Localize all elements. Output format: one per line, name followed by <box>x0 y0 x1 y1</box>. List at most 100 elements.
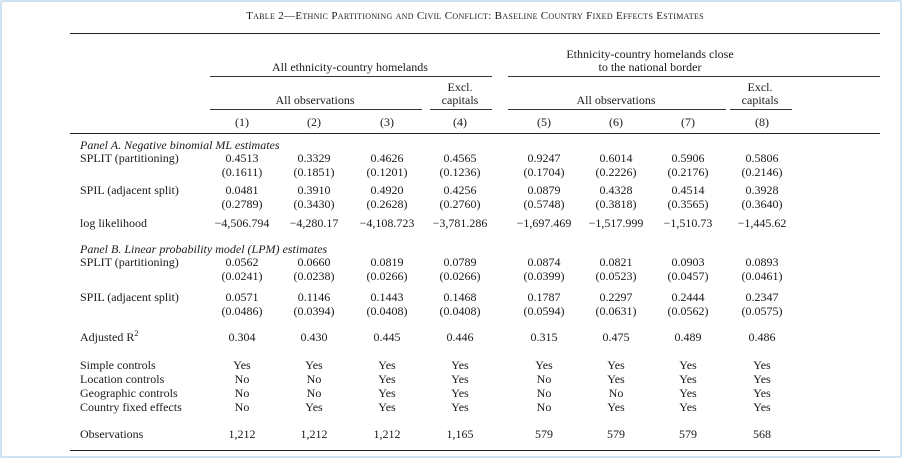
top-rule <box>70 33 880 34</box>
table-cell: Yes <box>378 358 396 372</box>
table-cell: 0.1787 <box>527 290 561 304</box>
table-cell: 0.2444 <box>671 290 705 304</box>
col-number: (7) <box>681 115 695 129</box>
table-cell-se: (0.0238) <box>293 269 335 283</box>
table-cell: −1,517.999 <box>588 216 644 230</box>
table-cell: 0.486 <box>748 330 776 344</box>
table-cell-se: (0.1704) <box>523 165 565 179</box>
table-cell: Yes <box>753 372 771 386</box>
table-cell: 0.4514 <box>671 183 705 197</box>
col-number: (2) <box>307 115 321 129</box>
row-label-observations: Observations <box>80 427 144 441</box>
row-label-simple-controls: Simple controls <box>80 358 156 372</box>
table-cell: 579 <box>679 427 697 441</box>
table-cell-se: (0.1611) <box>221 165 263 179</box>
table-cell: 0.0562 <box>225 255 259 269</box>
table-cell: 0.315 <box>530 330 558 344</box>
table-cell-se: (0.0266) <box>366 269 408 283</box>
adjr2-superscript: 2 <box>134 329 139 338</box>
table-cell-se: (0.0594) <box>523 304 565 318</box>
table-cell: 568 <box>753 427 771 441</box>
table-cell-se: (0.2226) <box>595 165 637 179</box>
col-number: (1) <box>235 115 249 129</box>
table-cell: No <box>234 372 250 386</box>
table-cell: −1,697.469 <box>516 216 572 230</box>
table-cell: 0.446 <box>446 330 474 344</box>
table-cell-se: (0.3565) <box>667 197 709 211</box>
header-group2-line1: Ethnicity-country homelands close <box>566 47 734 61</box>
table-cell: 0.1468 <box>443 290 477 304</box>
row-label-location-controls: Location controls <box>80 372 165 386</box>
table-cell-se: (0.2760) <box>439 197 481 211</box>
table-title-text: Table 2—Ethnic Partitioning and Civil Co… <box>246 10 704 22</box>
row-label-country-fe: Country fixed effects <box>80 400 182 414</box>
col-number: (5) <box>537 115 551 129</box>
all-obs-rule-1 <box>210 109 422 110</box>
table-cell: 0.4328 <box>599 183 633 197</box>
row-label-loglik: log likelihood <box>80 216 147 230</box>
table-cell: 0.445 <box>373 330 401 344</box>
table-cell-se: (0.2176) <box>667 165 709 179</box>
table-cell: 0.1146 <box>297 290 331 304</box>
table-cell: Yes <box>607 400 625 414</box>
table-cell-se: (0.2789) <box>221 197 263 211</box>
table-cell: 0.2347 <box>745 290 779 304</box>
table-cell: 0.0481 <box>225 183 259 197</box>
group1-rule <box>210 76 492 77</box>
col-number: (8) <box>755 115 769 129</box>
table-cell: Yes <box>607 372 625 386</box>
table-cell: Yes <box>378 400 396 414</box>
table-cell: −3,781.286 <box>432 216 488 230</box>
table-cell: −4,108.723 <box>359 216 415 230</box>
table-cell-se: (0.0266) <box>439 269 481 283</box>
table-cell: 0.430 <box>300 330 328 344</box>
table-cell-se: (0.1236) <box>439 165 481 179</box>
table-cell-se: (0.0457) <box>667 269 709 283</box>
table-cell: No <box>608 386 624 400</box>
table-cell: −1,445.62 <box>737 216 787 230</box>
all-obs-rule-2 <box>508 109 726 110</box>
table-cell-se: (0.0631) <box>595 304 637 318</box>
table-cell: Yes <box>451 358 469 372</box>
table-cell: 0.304 <box>228 330 256 344</box>
table-cell: 0.0903 <box>671 255 705 269</box>
table-cell: 0.4920 <box>370 183 404 197</box>
table-cell: 0.4626 <box>370 151 404 165</box>
table-cell: 0.3928 <box>745 183 779 197</box>
table-cell: 0.2297 <box>599 290 633 304</box>
table-cell: 0.0571 <box>225 290 259 304</box>
table-cell-se: (0.3640) <box>741 197 783 211</box>
col-number: (4) <box>453 115 467 129</box>
table-cell: 579 <box>607 427 625 441</box>
table-cell: 1,212 <box>373 427 401 441</box>
table-cell: Yes <box>378 386 396 400</box>
table-cell: 0.0819 <box>370 255 404 269</box>
table-cell: 0.3910 <box>297 183 331 197</box>
header-group2-line2: to the national border <box>598 60 702 74</box>
table-cell: Yes <box>753 386 771 400</box>
table-cell: 0.4565 <box>443 151 477 165</box>
header-excl-1: Excl. <box>447 80 473 94</box>
table-cell: 579 <box>535 427 553 441</box>
table-cell: Yes <box>378 372 396 386</box>
table-cell: 0.0893 <box>745 255 779 269</box>
table-cell-se: (0.0523) <box>595 269 637 283</box>
table-cell: 1,212 <box>228 427 256 441</box>
table-cell: No <box>306 372 322 386</box>
table-cell: 1,165 <box>446 427 474 441</box>
table-cell: 0.0660 <box>297 255 331 269</box>
table-cell-se: (0.2146) <box>741 165 783 179</box>
table-cell: No <box>234 400 250 414</box>
header-capitals-1: capitals <box>441 93 479 107</box>
table-cell-se: (0.0486) <box>221 304 263 318</box>
table-cell: Yes <box>753 400 771 414</box>
table-cell: 0.475 <box>602 330 630 344</box>
row-label-spil-b: SPIL (adjacent split) <box>80 290 179 304</box>
table-cell: No <box>536 386 552 400</box>
table-cell: Yes <box>679 358 697 372</box>
table-cell: Yes <box>535 358 553 372</box>
table-cell-se: (0.0241) <box>221 269 263 283</box>
table-cell: Yes <box>451 400 469 414</box>
table-cell: 0.0789 <box>443 255 477 269</box>
